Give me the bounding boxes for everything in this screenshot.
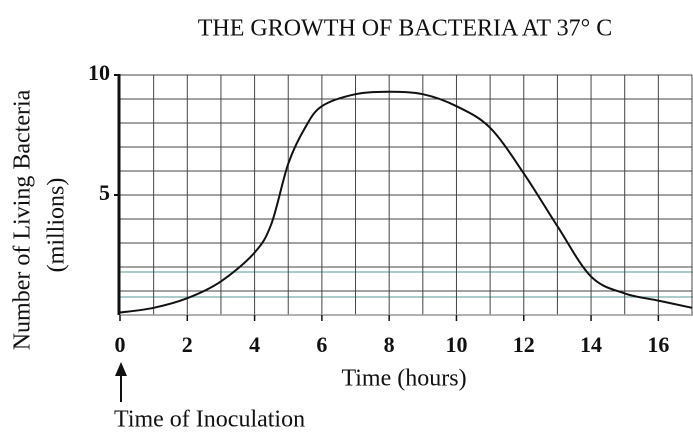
growth-curve	[119, 90, 693, 314]
x-tick-label: 10	[445, 332, 467, 357]
x-tick-label: 16	[647, 332, 669, 357]
y-tick-label: 5	[99, 180, 110, 205]
annotation: Time of Inoculation	[114, 407, 305, 433]
y-tick-label: 10	[88, 60, 110, 85]
x-tick-label: 8	[384, 332, 395, 357]
y-axis-label: (millions)	[44, 178, 70, 273]
x-tick-label: 12	[513, 332, 535, 357]
x-tick-label: 6	[316, 332, 327, 357]
x-tick-label: 14	[580, 332, 602, 357]
x-tick-label: 0	[115, 332, 126, 357]
x-tick-label: 4	[249, 332, 260, 357]
x-tick-label: 2	[182, 332, 193, 357]
y-axis-label: Number of Living Bacteria	[10, 89, 36, 350]
chart-title: THE GROWTH OF BACTERIA AT 37° C	[198, 16, 613, 42]
x-axis-label: Time (hours)	[341, 366, 466, 392]
arrow-head	[115, 362, 127, 376]
